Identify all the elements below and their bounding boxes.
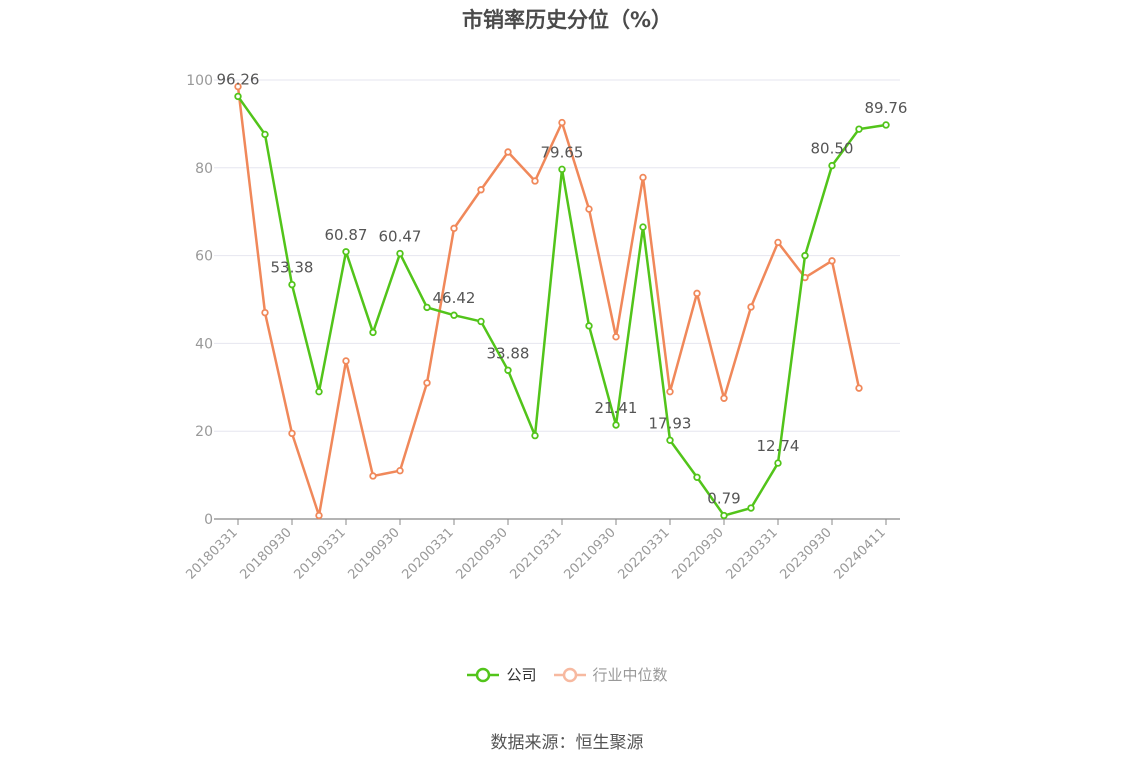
data-label: 80.50 [811, 140, 854, 158]
data-label: 33.88 [487, 344, 530, 362]
x-tick-label: 20220930 [669, 525, 726, 582]
x-tick-label: 20210331 [507, 525, 564, 582]
data-point [666, 436, 674, 444]
data-point [612, 333, 620, 341]
data-point [396, 467, 404, 475]
data-point [477, 317, 485, 326]
data-point [882, 121, 890, 129]
data-point [531, 177, 539, 185]
legend-item-industry[interactable]: 行业中位数 [553, 664, 668, 685]
data-point [423, 379, 431, 387]
x-tick-label: 20200331 [399, 525, 456, 582]
data-point [234, 82, 242, 91]
data-point [693, 289, 701, 298]
data-label: 60.87 [325, 226, 368, 244]
data-point [369, 328, 377, 337]
legend-item-company[interactable]: 公司 [466, 664, 537, 685]
series-layer [234, 82, 890, 520]
legend-label-industry: 行业中位数 [592, 666, 668, 684]
data-point [423, 303, 431, 312]
source-note: 数据来源：恒生聚源 [490, 733, 644, 753]
data-point [234, 92, 242, 101]
legend-industry-icon [553, 667, 586, 682]
data-label: 53.38 [271, 259, 314, 277]
x-tick-label: 20200930 [453, 525, 510, 582]
data-point [639, 173, 647, 182]
data-point [639, 223, 647, 231]
x-tick-label: 20220331 [615, 525, 672, 582]
data-point [450, 311, 458, 319]
series-line [236, 86, 861, 517]
data-label: 46.42 [433, 289, 476, 307]
x-tick-label: 20240411 [831, 525, 888, 582]
data-point [261, 308, 269, 317]
data-point [369, 472, 377, 480]
data-point [558, 118, 566, 127]
data-point [855, 125, 863, 133]
data-label: 17.93 [649, 414, 692, 432]
data-point [558, 165, 566, 174]
x-tick-label: 20230930 [777, 525, 834, 582]
y-tick-label: 20 [195, 424, 213, 440]
x-tick-label: 20210930 [561, 525, 618, 582]
data-point [585, 322, 593, 330]
data-label: 79.65 [541, 143, 584, 161]
x-tick-label: 20180930 [237, 525, 294, 582]
x-tick-label: 20230331 [723, 525, 780, 582]
data-point [666, 387, 674, 396]
data-label: 21.41 [595, 399, 638, 417]
label-layer: 96.26 53.38 60.87 60.47 46.42 33.88 79.65 21.41… [217, 70, 908, 507]
data-point [720, 394, 728, 402]
data-label: 96.26 [217, 70, 260, 88]
y-tick-label: 100 [186, 73, 213, 89]
data-point [828, 161, 836, 170]
data-point [828, 257, 836, 265]
data-point [396, 249, 404, 258]
data-point [450, 224, 458, 233]
y-tick-label: 60 [195, 249, 213, 265]
data-point [747, 303, 755, 311]
data-point [288, 280, 296, 289]
data-point [504, 366, 512, 374]
data-point [774, 238, 782, 247]
data-point [288, 429, 296, 438]
data-point [747, 504, 755, 512]
x-tick-label: 20180331 [183, 525, 240, 582]
data-point [261, 130, 269, 139]
legend-label-company: 公司 [506, 666, 537, 684]
data-point [693, 473, 701, 481]
data-label: 12.74 [757, 437, 800, 455]
data-point [315, 511, 323, 520]
data-point [585, 205, 593, 213]
data-point [720, 511, 728, 520]
y-tick-label: 40 [195, 336, 213, 352]
data-point [504, 148, 512, 156]
data-point [477, 186, 485, 194]
x-tick-label: 20190331 [291, 525, 348, 582]
x-tick-label: 20190930 [345, 525, 402, 582]
legend: 公司 行业中位数 [0, 664, 1134, 685]
y-tick-label: 0 [204, 512, 213, 528]
legend-company-icon [467, 667, 500, 682]
data-label: 0.79 [707, 490, 740, 508]
data-point [801, 251, 809, 260]
data-point [342, 248, 350, 256]
data-point [315, 387, 323, 396]
data-point [774, 459, 782, 467]
chart-title: 市销率历史分位（%） [461, 8, 673, 32]
data-point [612, 421, 620, 429]
data-label: 60.47 [379, 228, 422, 246]
data-point [531, 431, 539, 440]
y-tick-label: 80 [195, 161, 213, 177]
data-point [342, 357, 350, 365]
data-point [855, 384, 863, 392]
data-label: 89.76 [865, 99, 908, 117]
